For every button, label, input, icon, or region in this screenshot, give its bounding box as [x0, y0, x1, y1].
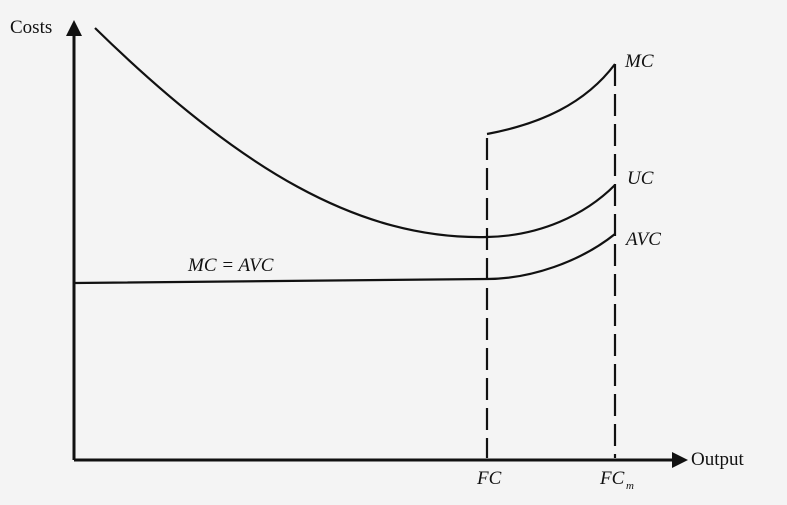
avc-label: AVC	[624, 229, 661, 250]
fc-max-tick-subscript: m	[626, 480, 634, 492]
fc-tick-label: FC	[476, 468, 502, 489]
uc-label: UC	[627, 168, 654, 189]
y-axis-label: Costs	[10, 17, 52, 38]
uc-curve	[94, 27, 616, 239]
y-axis-arrow	[66, 20, 82, 36]
x-axis-arrow	[672, 452, 688, 468]
mc-eq-avc-label: MC = AVC	[187, 255, 274, 276]
mc-curve	[486, 63, 616, 136]
fc-max-tick-label: FC	[599, 468, 625, 489]
avc-curve	[73, 233, 616, 285]
mc-label: MC	[624, 51, 654, 72]
x-axis-label: Output	[691, 449, 745, 470]
